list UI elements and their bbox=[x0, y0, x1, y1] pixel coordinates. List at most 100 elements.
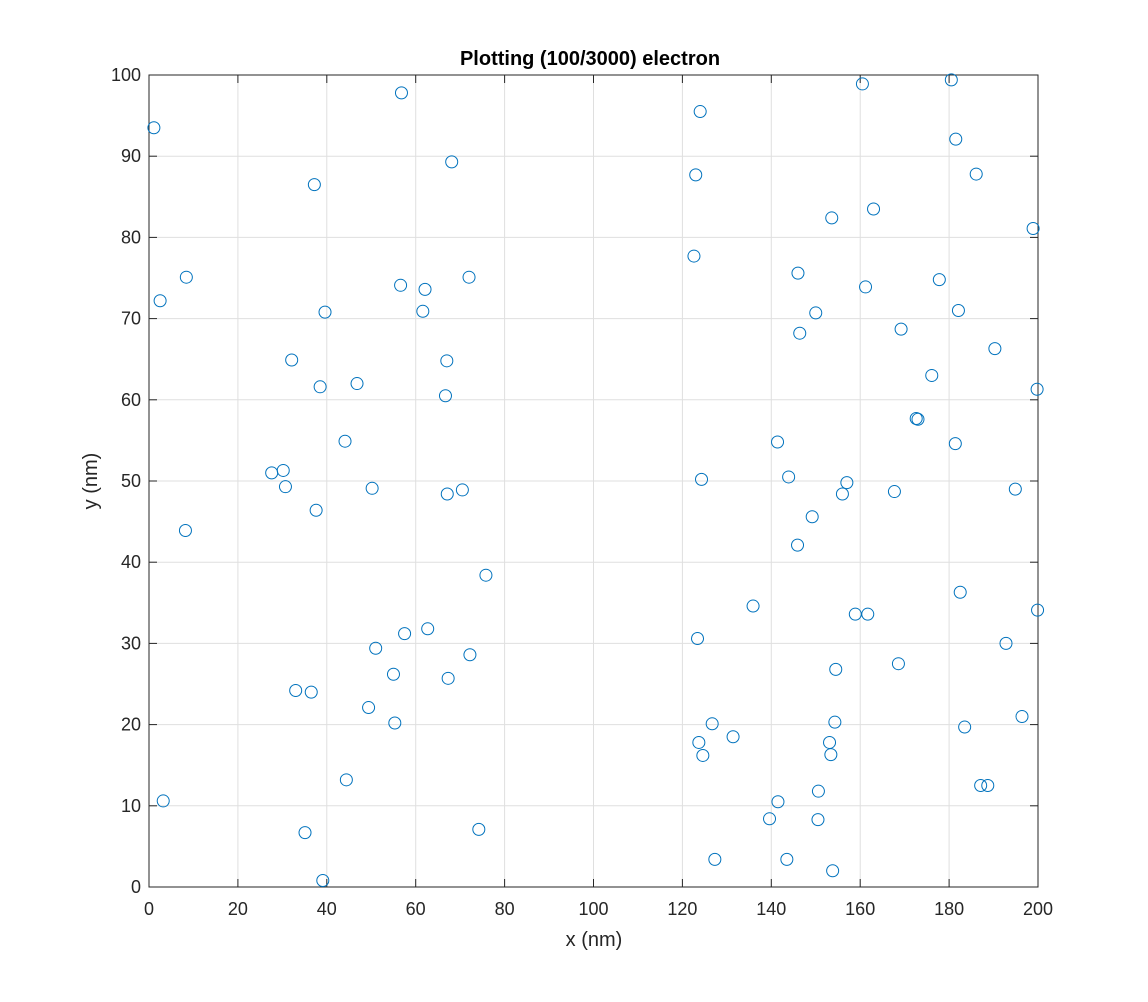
data-point bbox=[705, 717, 719, 731]
data-point bbox=[974, 779, 988, 792]
data-point bbox=[1030, 382, 1044, 396]
data-point bbox=[909, 411, 923, 425]
y-tick-label: 20 bbox=[121, 715, 141, 735]
data-point bbox=[894, 322, 908, 336]
data-point bbox=[276, 463, 290, 477]
data-point bbox=[809, 306, 823, 320]
data-point bbox=[298, 826, 312, 840]
data-point bbox=[953, 585, 967, 599]
data-point bbox=[440, 487, 454, 501]
data-point bbox=[418, 282, 432, 296]
data-point bbox=[891, 657, 905, 671]
data-point bbox=[969, 167, 983, 181]
data-point bbox=[726, 730, 740, 744]
data-point bbox=[147, 121, 161, 135]
data-point bbox=[948, 437, 962, 451]
data-point bbox=[696, 748, 710, 762]
data-point bbox=[951, 303, 965, 317]
data-point bbox=[445, 155, 459, 169]
data-point bbox=[691, 632, 705, 646]
data-point bbox=[695, 472, 709, 486]
data-point bbox=[388, 716, 402, 730]
data-point bbox=[793, 326, 807, 340]
data-point bbox=[386, 667, 400, 681]
data-point bbox=[708, 852, 722, 866]
data-point bbox=[179, 270, 193, 284]
x-tick-label: 60 bbox=[406, 899, 426, 919]
x-tick-label: 20 bbox=[228, 899, 248, 919]
y-tick-label: 100 bbox=[111, 65, 141, 85]
data-point bbox=[304, 685, 318, 699]
data-point bbox=[867, 202, 881, 216]
data-point bbox=[462, 270, 476, 284]
data-point bbox=[339, 773, 353, 787]
data-point bbox=[988, 342, 1002, 356]
x-tick-label: 0 bbox=[144, 899, 154, 919]
data-point bbox=[861, 607, 875, 621]
data-point bbox=[309, 503, 323, 517]
data-point bbox=[746, 599, 760, 613]
data-point bbox=[925, 368, 939, 382]
data-point bbox=[855, 77, 869, 91]
y-tick-label: 0 bbox=[131, 877, 141, 897]
data-point bbox=[824, 748, 838, 762]
data-point bbox=[763, 812, 777, 826]
data-point bbox=[687, 249, 701, 263]
data-point bbox=[398, 627, 412, 641]
y-tick-label: 50 bbox=[121, 471, 141, 491]
data-point bbox=[178, 524, 192, 538]
data-point bbox=[472, 822, 486, 836]
data-point bbox=[949, 132, 963, 146]
x-tick-label: 120 bbox=[667, 899, 697, 919]
data-point bbox=[289, 683, 303, 697]
data-point bbox=[692, 735, 706, 749]
y-tick-label: 60 bbox=[121, 390, 141, 410]
x-tick-label: 180 bbox=[934, 899, 964, 919]
data-point bbox=[362, 701, 376, 715]
data-point bbox=[338, 434, 352, 448]
data-point bbox=[479, 568, 493, 582]
data-point bbox=[318, 305, 332, 319]
data-point bbox=[771, 795, 785, 809]
data-point bbox=[782, 470, 796, 484]
data-point bbox=[156, 794, 170, 808]
data-point bbox=[153, 294, 167, 308]
data-point bbox=[369, 641, 383, 655]
data-point bbox=[421, 622, 435, 636]
x-tick-label: 160 bbox=[845, 899, 875, 919]
y-tick-label: 80 bbox=[121, 227, 141, 247]
data-point bbox=[1026, 221, 1040, 235]
data-point bbox=[791, 538, 805, 552]
x-tick-label: 200 bbox=[1023, 899, 1053, 919]
data-point bbox=[1008, 482, 1022, 496]
y-axis-label: y (nm) bbox=[80, 453, 102, 510]
x-axis-label: x (nm) bbox=[566, 929, 623, 951]
data-point bbox=[365, 481, 379, 495]
data-point bbox=[826, 864, 840, 878]
data-point bbox=[981, 779, 995, 792]
data-point bbox=[350, 377, 364, 391]
data-point bbox=[693, 105, 707, 119]
data-point bbox=[944, 73, 958, 87]
x-tick-label: 40 bbox=[317, 899, 337, 919]
x-tick-label: 140 bbox=[756, 899, 786, 919]
y-tick-label: 90 bbox=[121, 146, 141, 166]
data-point bbox=[999, 636, 1013, 650]
data-point bbox=[829, 662, 843, 676]
chart-title: Plotting (100/3000) electron bbox=[460, 48, 720, 70]
data-point bbox=[859, 280, 873, 294]
data-point bbox=[689, 168, 703, 182]
y-tick-label: 10 bbox=[121, 796, 141, 816]
data-point bbox=[285, 353, 299, 367]
data-point bbox=[791, 266, 805, 280]
x-tick-label: 100 bbox=[578, 899, 608, 919]
x-tick-label: 80 bbox=[495, 899, 515, 919]
data-point bbox=[958, 720, 972, 734]
y-tick-label: 70 bbox=[121, 309, 141, 329]
data-point bbox=[811, 813, 825, 827]
data-point bbox=[394, 278, 408, 292]
data-point bbox=[440, 354, 454, 368]
data-point bbox=[441, 671, 455, 685]
data-point bbox=[463, 648, 477, 662]
